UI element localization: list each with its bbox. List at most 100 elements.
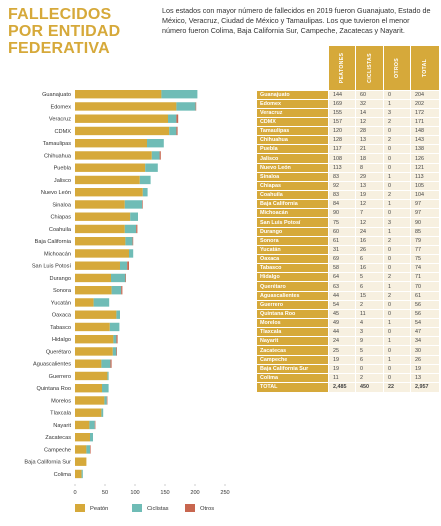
category-label: Aguascalientes [33,362,71,368]
bar-segment-ciclistas [86,445,90,454]
bar-segment-ciclistas [129,249,134,258]
bar-segment-peaton [75,335,114,344]
bar-segment-ciclistas [168,114,177,123]
bar-segment-ciclistas [109,322,120,332]
table-cell-state: Guanajuato [256,89,329,100]
table-cell-value: 1 [383,318,411,328]
table-cell-state: Colima [256,372,329,383]
table-row: Colima 11 2 0 13 [256,372,439,383]
table-cell-state: Zacatecas [256,345,329,356]
bar-segment-peaton [75,433,90,442]
bar-segment-ciclistas [111,273,126,283]
table-row: Baja California Sur 19 0 0 19 [256,363,439,374]
table-row: Jalisco 108 18 0 126 [256,153,439,164]
x-tick-label: 250 [220,490,229,496]
bar-segment-peaton [75,273,111,283]
bar-segment-peaton [75,457,87,466]
table-cell-value: 13 [355,135,384,145]
table-row: Durango 60 24 1 85 [256,226,439,237]
table-cell-state: Tlaxcala [256,327,329,337]
table-cell-value: 25 [328,345,356,356]
table-cell-value: 77 [410,244,439,255]
table-cell-value: 6 [355,281,384,292]
table-header-otros: OTROS [383,46,411,90]
table-cell-value: 74 [410,263,439,273]
table-cell-value: 120 [328,126,356,136]
legend-swatch-peaton [75,504,85,512]
table-row: Aguascalientes 44 15 2 61 [256,290,439,301]
table-cell-state: CDMX [256,116,329,127]
table-row: Tamaulipas 120 28 0 148 [256,126,439,136]
bar-segment-peaton [75,200,125,209]
bar-segment-ciclistas [169,126,177,136]
table-row: Coahuila 83 19 2 104 [256,190,439,200]
table-cell-value: 1 [383,98,411,109]
table-row: Quintana Roo 45 11 0 56 [256,308,439,319]
table-row: Veracruz 155 14 3 172 [256,107,439,118]
table-cell-value: 54 [410,318,439,328]
table-row: Oaxaca 69 6 0 75 [256,254,439,264]
table-cell-value: 0 [383,308,411,319]
bar-segment-ciclistas [161,90,198,99]
table-cell-value: 44 [328,290,356,301]
bar-segment-ciclistas [89,420,95,430]
bar-segment-ciclistas [111,286,122,295]
table-cell-value: 2 [383,116,411,127]
table-cell-value: 14 [355,107,384,118]
table-cell-value: 70 [410,281,439,292]
table-cell-value: 54 [328,299,356,310]
table-cell-value: 71 [410,272,439,282]
title-line-2: POR ENTIDAD [8,23,121,40]
table-cell-value: 2 [383,290,411,301]
bar-segment-peaton [75,261,120,270]
table-cell-state: Sonora [256,235,329,246]
bar-segment-peaton [75,384,102,393]
category-label: Yucatán [51,300,71,306]
table-header-blank [256,46,329,90]
bar-segment-ciclistas [125,237,133,246]
table-cell-value: 0 [383,299,411,310]
table-row: Nayarit 24 9 1 34 [256,336,439,346]
table-cell-value: 2 [355,372,384,383]
category-label: Tlaxcala [50,411,72,417]
category-label: Campeche [44,447,71,453]
bar-segment-ciclistas [120,261,128,270]
category-label: CDMX [55,129,72,135]
table-total-value: 2,957 [410,381,439,392]
table-cell-state: Puebla [256,144,329,154]
table-cell-value: 0 [355,363,384,374]
table-cell-value: 7 [355,208,384,218]
table-cell-state: Veracruz [256,107,329,118]
bar-segment-peaton [75,359,102,368]
bar-segment-otros [176,114,179,123]
category-label: Coahuila [49,227,72,233]
table-cell-value: 8 [355,162,384,173]
bar-segment-ciclistas [151,151,160,160]
table-cell-value: 0 [383,208,411,218]
table-cell-state: Chiapas [256,180,329,191]
table-cell-value: 0 [383,126,411,136]
table-cell-value: 144 [328,89,356,100]
table-total-label: TOTAL [256,381,329,392]
table-cell-value: 1 [383,199,411,209]
table-header-peatones: PEATONES [328,46,356,90]
table-cell-value: 49 [328,318,356,328]
table-cell-value: 60 [355,89,384,100]
table-cell-value: 19 [355,190,384,200]
table-cell-value: 85 [410,226,439,237]
bar-segment-otros [125,273,126,283]
table-row: Nuevo León 113 8 0 121 [256,162,439,173]
table-cell-state: Morelos [256,318,329,328]
table-cell-state: Campeche [256,354,329,365]
table-cell-state: Quintana Roo [256,308,329,319]
table-cell-value: 97 [410,199,439,209]
table-cell-value: 34 [410,336,439,346]
table-cell-value: 4 [355,318,384,328]
bar-segment-peaton [75,151,152,160]
bar-segment-otros [159,151,161,160]
category-label: Guanajuato [42,92,71,98]
table-cell-value: 30 [410,345,439,356]
table-cell-value: 113 [410,171,439,182]
bar-segment-ciclistas [93,298,110,307]
category-label: Tabasco [50,325,71,331]
